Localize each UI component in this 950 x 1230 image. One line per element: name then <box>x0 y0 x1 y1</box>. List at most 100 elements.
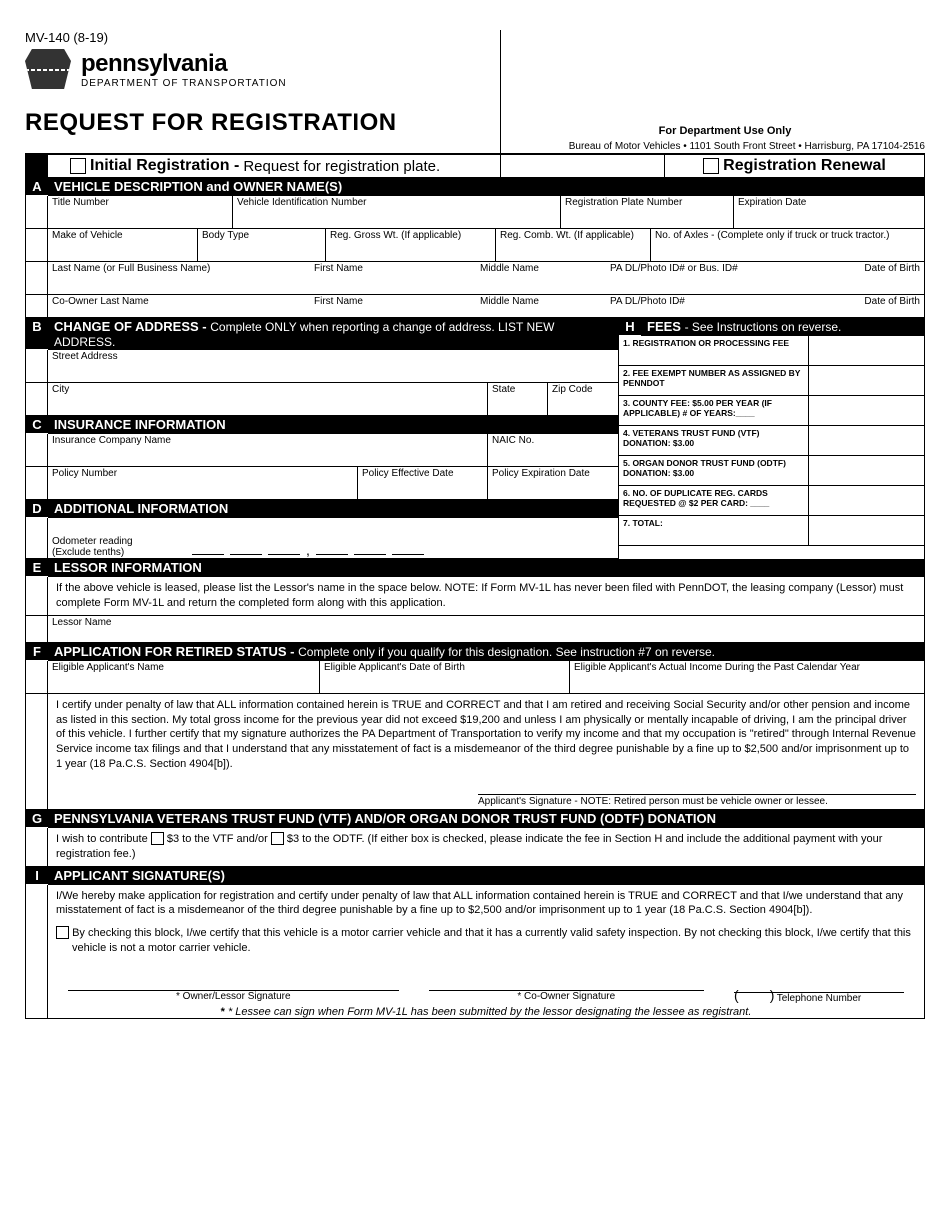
fee-4-amt[interactable] <box>808 426 924 455</box>
field-city[interactable]: City <box>48 383 488 415</box>
two-col-wrap: B CHANGE OF ADDRESS - Complete ONLY when… <box>26 318 924 559</box>
field-policy[interactable]: Policy Number <box>48 467 358 499</box>
lessor-text: If the above vehicle is leased, please l… <box>48 577 924 615</box>
state-name: pennsylvania <box>81 50 287 78</box>
field-odo[interactable]: Odometer reading (Exclude tenths) , <box>48 518 618 558</box>
field-retired-name[interactable]: Eligible Applicant's Name <box>48 661 320 693</box>
section-letter-f: F <box>26 643 48 661</box>
field-lessor-name[interactable]: Lessor Name <box>48 616 924 642</box>
field-naic[interactable]: NAIC No. <box>488 434 618 466</box>
field-retired-income[interactable]: Eligible Applicant's Actual Income Durin… <box>570 661 924 693</box>
field-axles[interactable]: No. of Axles - (Complete only if truck o… <box>651 229 924 261</box>
fee-2-amt[interactable] <box>808 366 924 395</box>
retired-sig-line[interactable]: Applicant's Signature - NOTE: Retired pe… <box>478 794 916 807</box>
field-ins-company[interactable]: Insurance Company Name <box>48 434 488 466</box>
field-rcw[interactable]: Reg. Comb. Wt. (If applicable) <box>496 229 651 261</box>
field-plate[interactable]: Registration Plate Number <box>561 196 734 228</box>
field-co-dlid[interactable]: PA DL/Photo ID# <box>606 295 796 317</box>
field-vin[interactable]: Vehicle Identification Number <box>233 196 561 228</box>
form-id: MV-140 (8-19) <box>25 30 925 45</box>
section-a-header: A VEHICLE DESCRIPTION and OWNER NAME(S) <box>26 178 924 196</box>
reg-type-row: Initial Registration - Request for regis… <box>26 155 924 178</box>
footnote-text: * Lessee can sign when Form MV-1L has be… <box>228 1006 751 1018</box>
field-co-firstname[interactable]: First Name <box>310 295 476 317</box>
renewal-label: Registration Renewal <box>723 157 886 175</box>
c-row1: Insurance Company Name NAIC No. <box>26 434 618 467</box>
section-letter-i: I <box>26 867 48 885</box>
fee-7: 7. TOTAL: <box>619 516 808 545</box>
sig-row: * Owner/Lessor Signature * Co-Owner Sign… <box>48 990 924 1004</box>
a-row3: Last Name (or Full Business Name) First … <box>26 262 924 295</box>
field-co-dob[interactable]: Date of Birth <box>796 295 924 317</box>
section-d-header: D ADDITIONAL INFORMATION <box>26 500 618 518</box>
section-letter-c: C <box>26 416 48 434</box>
field-co-lastname[interactable]: Co-Owner Last Name <box>48 295 310 317</box>
section-i-title: APPLICANT SIGNATURE(S) <box>54 868 225 883</box>
e-row2: Lessor Name <box>26 616 924 643</box>
fee-1-amt[interactable] <box>808 336 924 365</box>
fee-5-amt[interactable] <box>808 456 924 485</box>
field-expd[interactable]: Policy Expiration Date <box>488 467 618 499</box>
initial-reg-checkbox[interactable] <box>70 158 86 174</box>
section-b-title: CHANGE OF ADDRESS - <box>54 319 207 334</box>
field-make[interactable]: Make of Vehicle <box>48 229 198 261</box>
field-co-middlename[interactable]: Middle Name <box>476 295 606 317</box>
field-street[interactable]: Street Address <box>48 350 618 382</box>
field-exp[interactable]: Expiration Date <box>734 196 924 228</box>
initial-reg-text: Request for registration plate. <box>243 158 440 175</box>
field-dob[interactable]: Date of Birth <box>796 262 924 294</box>
field-state[interactable]: State <box>488 383 548 415</box>
e-body: If the above vehicle is leased, please l… <box>26 577 924 616</box>
section-h-sub: - See Instructions on reverse. <box>685 320 842 334</box>
field-retired-dob[interactable]: Eligible Applicant's Date of Birth <box>320 661 570 693</box>
section-f-sub: Complete only if you qualify for this de… <box>298 645 715 659</box>
fee-7-amt[interactable] <box>808 516 924 545</box>
fee-6-amt[interactable] <box>808 486 924 515</box>
dept-name: DEPARTMENT OF TRANSPORTATION <box>81 78 287 89</box>
footnote: * * Lessee can sign when Form MV-1L has … <box>48 1006 924 1018</box>
field-middlename[interactable]: Middle Name <box>476 262 606 294</box>
section-d-title: ADDITIONAL INFORMATION <box>54 501 228 516</box>
odtf-checkbox[interactable] <box>271 832 284 845</box>
field-firstname[interactable]: First Name <box>310 262 476 294</box>
odo-slots: , <box>192 542 424 558</box>
donation-text: I wish to contribute $3 to the VTF and/o… <box>48 828 924 866</box>
field-dlid[interactable]: PA DL/Photo ID# or Bus. ID# <box>606 262 796 294</box>
lessor-text-span: If the above vehicle is leased, please l… <box>56 582 903 609</box>
initial-registration: Initial Registration - Request for regis… <box>48 155 664 177</box>
applicant-cert: I/We hereby make application for registr… <box>48 885 924 923</box>
section-c-header: C INSURANCE INFORMATION <box>26 416 618 434</box>
left-column: B CHANGE OF ADDRESS - Complete ONLY when… <box>26 318 618 559</box>
section-f-header: F APPLICATION FOR RETIRED STATUS - Compl… <box>26 643 924 661</box>
field-title-number[interactable]: Title Number <box>48 196 233 228</box>
fee-3: 3. COUNTY FEE: $5.00 PER YEAR (IF APPLIC… <box>619 396 808 425</box>
don-p1: I wish to contribute <box>56 833 148 845</box>
motor-carrier-checkbox[interactable] <box>56 926 69 939</box>
section-c-title: INSURANCE INFORMATION <box>54 417 226 432</box>
section-letter-e: E <box>26 559 48 577</box>
fee-2: 2. FEE EXEMPT NUMBER AS ASSIGNED BY PENN… <box>619 366 808 395</box>
section-g-header: G PENNSYLVANIA VETERANS TRUST FUND (VTF)… <box>26 810 924 828</box>
section-f-title: APPLICATION FOR RETIRED STATUS - <box>54 644 295 659</box>
g-body: I wish to contribute $3 to the VTF and/o… <box>26 828 924 867</box>
vtf-checkbox[interactable] <box>151 832 164 845</box>
field-zip[interactable]: Zip Code <box>548 383 618 415</box>
f-row1: Eligible Applicant's Name Eligible Appli… <box>26 661 924 694</box>
section-letter-a: A <box>26 178 48 196</box>
fee-3-amt[interactable] <box>808 396 924 425</box>
d-row1: Odometer reading (Exclude tenths) , <box>26 518 618 559</box>
section-letter-b: B <box>26 318 48 350</box>
section-g-title: PENNSYLVANIA VETERANS TRUST FUND (VTF) A… <box>54 811 716 826</box>
top-divider <box>500 30 501 180</box>
section-letter-d: D <box>26 500 48 518</box>
field-lastname[interactable]: Last Name (or Full Business Name) <box>48 262 310 294</box>
field-body[interactable]: Body Type <box>198 229 326 261</box>
section-letter-h: H <box>619 318 641 336</box>
section-h-title: FEES <box>647 319 681 334</box>
page: MV-140 (8-19) pennsylvania DEPARTMENT OF… <box>0 0 950 1049</box>
fee-1: 1. REGISTRATION OR PROCESSING FEE <box>619 336 808 365</box>
renewal-checkbox[interactable] <box>703 158 719 174</box>
field-rgw[interactable]: Reg. Gross Wt. (If applicable) <box>326 229 496 261</box>
c-row2: Policy Number Policy Effective Date Poli… <box>26 467 618 500</box>
field-eff[interactable]: Policy Effective Date <box>358 467 488 499</box>
